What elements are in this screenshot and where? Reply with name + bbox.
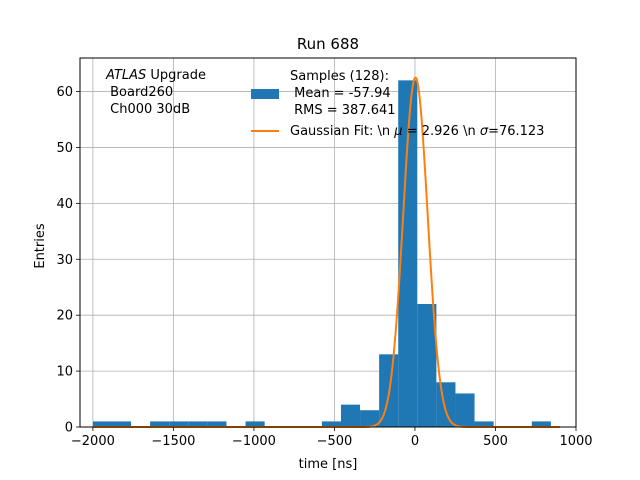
histogram-bar-6 bbox=[245, 421, 265, 427]
x-tick-label-1: −1500 bbox=[151, 434, 195, 449]
annotation-line-1: ATLAS Upgrade bbox=[105, 68, 206, 83]
annotation-line-3: Ch000 30dB bbox=[106, 102, 190, 117]
y-tick-label-4: 40 bbox=[56, 197, 73, 212]
y-tick-label-0: 0 bbox=[65, 421, 73, 436]
y-axis-label: Entries bbox=[33, 223, 48, 269]
x-tick-label-6: 1000 bbox=[559, 434, 592, 449]
histogram-bar-4 bbox=[188, 421, 208, 427]
histogram-bar-17 bbox=[531, 421, 551, 427]
axes-frame bbox=[79, 57, 577, 428]
annotation-upgrade: Upgrade bbox=[146, 68, 206, 83]
y-tick-label-6: 60 bbox=[56, 85, 73, 100]
legend-fit-mu: μ bbox=[393, 124, 402, 139]
legend-histogram-label-3: RMS = 387.641 bbox=[290, 103, 396, 118]
histogram-bar-0 bbox=[92, 421, 112, 427]
histogram-bar-11 bbox=[398, 80, 418, 427]
legend-histogram-label-1: Samples (128): bbox=[290, 69, 389, 84]
histogram-bar-13 bbox=[436, 382, 456, 427]
y-tick-label-1: 10 bbox=[56, 365, 73, 380]
chart-title: Run 688 bbox=[297, 35, 359, 53]
y-tick-label-5: 50 bbox=[56, 141, 73, 156]
legend: Samples (128): Mean = -57.94 RMS = 387.6… bbox=[251, 69, 544, 139]
legend-fit-suffix: =76.123 bbox=[488, 124, 544, 139]
x-axis-label: time [ns] bbox=[299, 457, 358, 472]
x-tick-label-5: 500 bbox=[483, 434, 508, 449]
x-tick-label-2: −1000 bbox=[232, 434, 276, 449]
x-tick-label-0: −2000 bbox=[71, 434, 115, 449]
atlas-annotation: ATLAS Upgrade Board260 Ch000 30dB bbox=[105, 68, 206, 117]
histogram-bar-7 bbox=[321, 421, 341, 427]
histogram-bar-3 bbox=[169, 421, 189, 427]
histogram-bar-2 bbox=[150, 421, 170, 427]
legend-histogram-label-2: Mean = -57.94 bbox=[290, 86, 391, 101]
histogram-bar-12 bbox=[417, 304, 437, 427]
histogram-bar-9 bbox=[360, 410, 380, 427]
x-axis-ticks: −2000 −1500 −1000 −500 0 500 1000 bbox=[71, 427, 593, 449]
histogram-bar-15 bbox=[474, 421, 494, 427]
y-tick-label-2: 20 bbox=[56, 309, 73, 324]
legend-fit-sigma: σ bbox=[480, 124, 489, 139]
histogram-bar-8 bbox=[340, 404, 361, 427]
y-axis-ticks: 0 10 20 30 40 50 60 bbox=[56, 85, 80, 436]
y-tick-label-3: 30 bbox=[56, 253, 73, 268]
legend-histogram-swatch bbox=[251, 89, 279, 99]
annotation-line-2: Board260 bbox=[106, 85, 173, 100]
histogram-bar-5 bbox=[207, 421, 227, 427]
legend-fit-label: Gaussian Fit: \n μ = 2.926 \n σ=76.123 bbox=[290, 124, 544, 139]
legend-fit-mid: = 2.926 \n bbox=[403, 124, 480, 139]
x-tick-label-3: −500 bbox=[317, 434, 353, 449]
annotation-atlas-italic: ATLAS bbox=[105, 68, 146, 83]
x-tick-label-4: 0 bbox=[411, 434, 419, 449]
histogram-bar-14 bbox=[455, 393, 475, 427]
legend-fit-prefix: Gaussian Fit: \n bbox=[290, 124, 394, 139]
histogram-bars bbox=[92, 80, 551, 427]
histogram-bar-1 bbox=[111, 421, 132, 427]
plot-area: −2000 −1500 −1000 −500 0 500 1000 0 10 20 30 40 50 6… bbox=[56, 57, 593, 449]
